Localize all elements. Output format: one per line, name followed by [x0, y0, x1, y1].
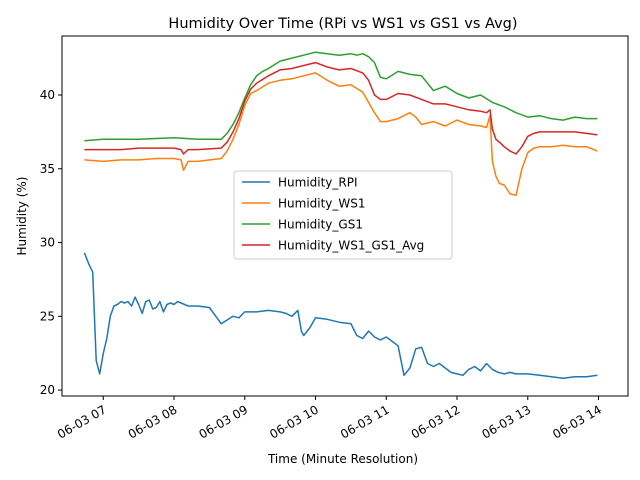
- legend: Humidity_RPI Humidity_WS1 Humidity_GS1 Humi…: [233, 170, 453, 260]
- series-layer: [83, 51, 598, 380]
- x-axis: 06-03 07 06-03 08 06-03 09 06-03 10 06-03 11…: [55, 396, 604, 442]
- y-tick-label: 30: [40, 236, 55, 250]
- x-tick-label: 06-03 08: [126, 402, 180, 441]
- legend-label: Humidity_WS1_GS1_Avg: [278, 239, 424, 253]
- x-tick-label: 06-03 10: [267, 402, 321, 441]
- x-tick-label: 06-03 07: [55, 402, 109, 441]
- chart-title: Humidity Over Time (RPi vs WS1 vs GS1 vs…: [168, 16, 517, 32]
- legend-label: Humidity_GS1: [278, 218, 363, 232]
- x-tick-label: 06-03 12: [409, 402, 463, 441]
- y-axis: 20 25 30 35 40: [40, 88, 62, 397]
- y-tick-label: 40: [40, 88, 55, 102]
- series-line-1: [84, 72, 598, 197]
- series-line-3: [84, 61, 598, 155]
- x-tick-label: 06-03 09: [197, 402, 251, 441]
- legend-label: Humidity_WS1: [278, 197, 366, 211]
- series-line-2: [84, 51, 598, 142]
- legend-label: Humidity_RPI: [278, 176, 358, 190]
- x-tick-label: 06-03 11: [338, 402, 392, 441]
- x-axis-label: Time (Minute Resolution): [267, 452, 418, 466]
- legend-box: [233, 170, 453, 260]
- y-tick-label: 20: [40, 383, 55, 397]
- x-tick-label: 06-03 14: [550, 402, 604, 441]
- series-line-0: [83, 252, 598, 380]
- plot-frame: [61, 35, 629, 397]
- y-tick-label: 25: [40, 309, 55, 323]
- y-axis-label: Humidity (%): [15, 177, 29, 256]
- y-tick-label: 35: [40, 162, 55, 176]
- x-tick-label: 06-03 13: [480, 402, 534, 441]
